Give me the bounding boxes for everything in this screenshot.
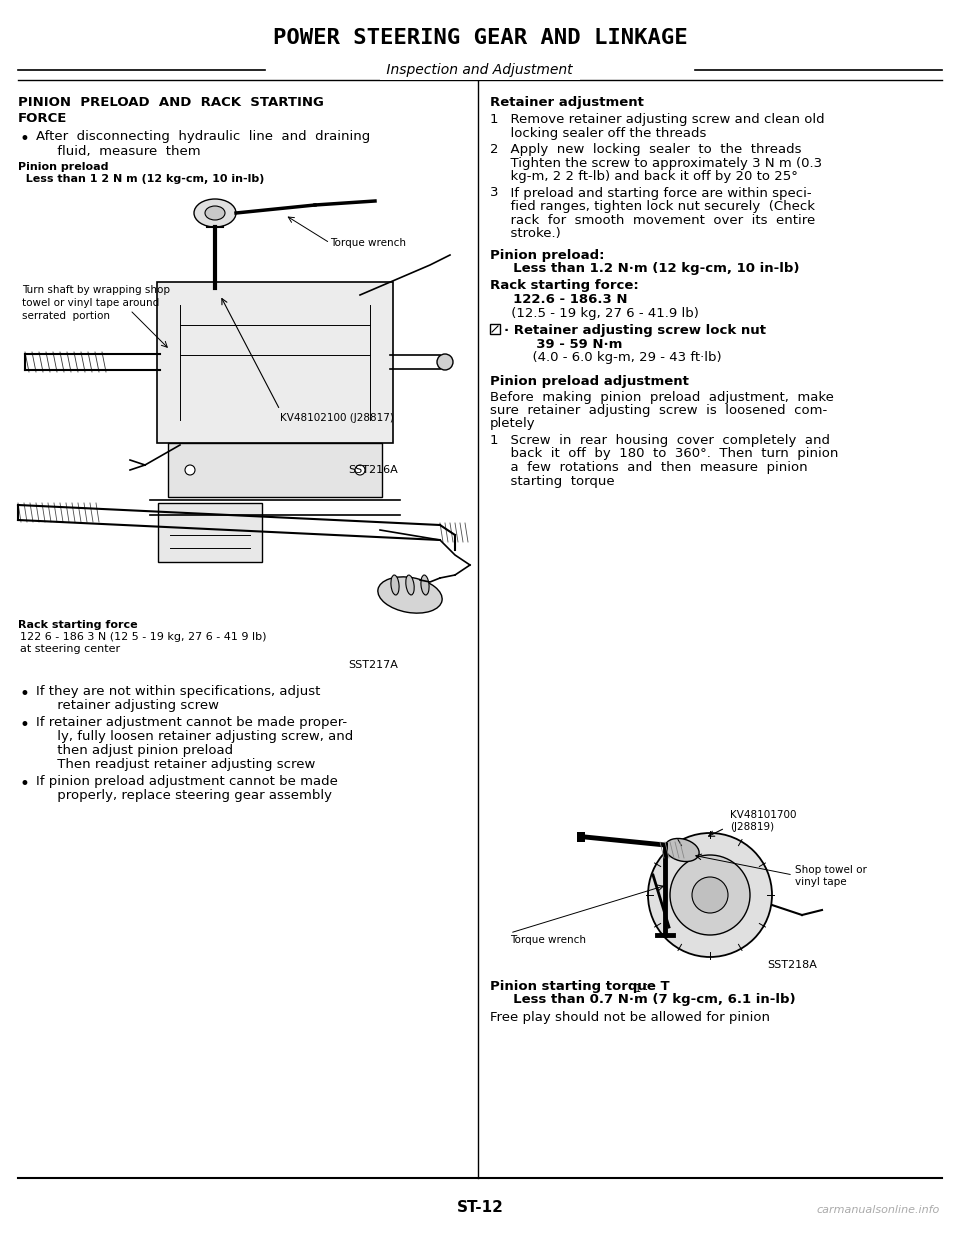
Text: (12.5 - 19 kg, 27 6 - 41.9 lb): (12.5 - 19 kg, 27 6 - 41.9 lb)	[490, 307, 699, 319]
Circle shape	[437, 353, 453, 370]
Text: rack  for  smooth  movement  over  its  entire: rack for smooth movement over its entire	[502, 214, 815, 226]
Text: KV48102100 (J28817): KV48102100 (J28817)	[280, 413, 394, 423]
Text: :: :	[640, 980, 649, 993]
Text: SST216A: SST216A	[348, 465, 398, 475]
Text: 122 6 - 186 3 N (12 5 - 19 kg, 27 6 - 41 9 lb): 122 6 - 186 3 N (12 5 - 19 kg, 27 6 - 41…	[20, 632, 267, 641]
Text: sure  retainer  adjusting  screw  is  loosened  com-: sure retainer adjusting screw is loosene…	[490, 404, 828, 417]
Text: Less than 1.2 N·m (12 kg-cm, 10 in-lb): Less than 1.2 N·m (12 kg-cm, 10 in-lb)	[490, 262, 800, 274]
Circle shape	[692, 878, 728, 913]
Text: back  it  off  by  180  to  360°.  Then  turn  pinion: back it off by 180 to 360°. Then turn pi…	[502, 447, 838, 461]
Text: PINION  PRELOAD  AND  RACK  STARTING: PINION PRELOAD AND RACK STARTING	[18, 96, 324, 109]
Ellipse shape	[378, 577, 443, 613]
Text: 3: 3	[490, 187, 498, 199]
Text: FORCE: FORCE	[18, 112, 67, 125]
Text: Retainer adjustment: Retainer adjustment	[490, 96, 644, 109]
Text: 1: 1	[635, 984, 641, 994]
Text: If pinion preload adjustment cannot be made: If pinion preload adjustment cannot be m…	[36, 775, 338, 789]
Circle shape	[670, 855, 750, 934]
Text: Remove retainer adjusting screw and clean old: Remove retainer adjusting screw and clea…	[502, 112, 825, 126]
Text: pletely: pletely	[490, 418, 536, 430]
Text: Free play should not be allowed for pinion: Free play should not be allowed for pini…	[490, 1011, 770, 1023]
Text: Pinion starting torque T: Pinion starting torque T	[490, 980, 670, 993]
Text: POWER STEERING GEAR AND LINKAGE: POWER STEERING GEAR AND LINKAGE	[273, 28, 687, 48]
Ellipse shape	[406, 575, 414, 595]
Text: locking sealer off the threads: locking sealer off the threads	[502, 126, 707, 140]
Text: Rack starting force: Rack starting force	[18, 620, 137, 630]
Text: starting  torque: starting torque	[502, 475, 614, 487]
Bar	[577, 832, 585, 842]
Ellipse shape	[194, 199, 236, 227]
Bar	[490, 324, 500, 334]
Circle shape	[185, 465, 195, 475]
Text: •: •	[20, 685, 30, 703]
Text: Torque wrench: Torque wrench	[510, 934, 586, 946]
Text: fluid,  measure  them: fluid, measure them	[36, 145, 201, 158]
Text: Then readjust retainer adjusting screw: Then readjust retainer adjusting screw	[36, 758, 316, 771]
Text: SST217A: SST217A	[348, 660, 398, 670]
Text: Turn shaft by wrapping shop
towel or vinyl tape around
serrated  portion: Turn shaft by wrapping shop towel or vin…	[22, 286, 170, 321]
Text: •: •	[20, 775, 30, 794]
Text: Rack starting force:: Rack starting force:	[490, 279, 638, 293]
Text: properly, replace steering gear assembly: properly, replace steering gear assembly	[36, 789, 332, 802]
Text: Apply  new  locking  sealer  to  the  threads: Apply new locking sealer to the threads	[502, 143, 802, 156]
Text: If retainer adjustment cannot be made proper-: If retainer adjustment cannot be made pr…	[36, 716, 348, 729]
Circle shape	[355, 465, 365, 475]
Text: then adjust pinion preload: then adjust pinion preload	[36, 744, 233, 756]
Circle shape	[648, 833, 772, 957]
FancyBboxPatch shape	[168, 442, 382, 497]
Text: Torque wrench: Torque wrench	[330, 239, 406, 248]
Text: After  disconnecting  hydraulic  line  and  draining: After disconnecting hydraulic line and d…	[36, 130, 371, 143]
Ellipse shape	[205, 206, 225, 220]
Ellipse shape	[391, 575, 399, 595]
Text: ST-12: ST-12	[457, 1200, 503, 1215]
Ellipse shape	[420, 575, 429, 595]
Text: at steering center: at steering center	[20, 644, 120, 654]
Text: Tighten the screw to approximately 3 N m (0.3: Tighten the screw to approximately 3 N m…	[502, 157, 822, 169]
Text: Screw  in  rear  housing  cover  completely  and: Screw in rear housing cover completely a…	[502, 434, 830, 447]
Text: a  few  rotations  and  then  measure  pinion: a few rotations and then measure pinion	[502, 461, 807, 473]
Text: •: •	[20, 716, 30, 734]
Text: •: •	[20, 130, 30, 148]
Text: KV48101700
(J28819): KV48101700 (J28819)	[730, 810, 797, 832]
Text: stroke.): stroke.)	[502, 227, 561, 240]
Text: kg-m, 2 2 ft-lb) and back it off by 20 to 25°: kg-m, 2 2 ft-lb) and back it off by 20 t…	[502, 171, 798, 183]
FancyBboxPatch shape	[158, 503, 262, 562]
Text: · Retainer adjusting screw lock nut: · Retainer adjusting screw lock nut	[504, 324, 766, 337]
Text: Inspection and Adjustment: Inspection and Adjustment	[382, 63, 578, 77]
Text: Pinion preload: Pinion preload	[18, 162, 108, 172]
Text: carmanualsonline.info: carmanualsonline.info	[817, 1205, 940, 1215]
FancyBboxPatch shape	[157, 282, 393, 442]
Text: 122.6 - 186.3 N: 122.6 - 186.3 N	[490, 293, 628, 307]
Text: 1: 1	[490, 434, 498, 447]
Text: Shop towel or
vinyl tape: Shop towel or vinyl tape	[795, 865, 867, 887]
Text: Less than 0.7 N·m (7 kg-cm, 6.1 in-lb): Less than 0.7 N·m (7 kg-cm, 6.1 in-lb)	[490, 994, 796, 1006]
Text: fied ranges, tighten lock nut securely  (Check: fied ranges, tighten lock nut securely (…	[502, 200, 815, 213]
Text: Before  making  pinion  preload  adjustment,  make: Before making pinion preload adjustment,…	[490, 391, 834, 403]
Text: 2: 2	[490, 143, 498, 156]
Text: 39 - 59 N·m: 39 - 59 N·m	[490, 337, 622, 351]
Text: Pinion preload adjustment: Pinion preload adjustment	[490, 375, 689, 388]
Text: If they are not within specifications, adjust: If they are not within specifications, a…	[36, 685, 321, 698]
Text: If preload and starting force are within speci-: If preload and starting force are within…	[502, 187, 811, 199]
Ellipse shape	[665, 838, 699, 861]
Text: Pinion preload:: Pinion preload:	[490, 248, 605, 262]
Text: 1: 1	[490, 112, 498, 126]
Text: retainer adjusting screw: retainer adjusting screw	[36, 700, 219, 712]
Text: Less than 1 2 N m (12 kg-cm, 10 in-lb): Less than 1 2 N m (12 kg-cm, 10 in-lb)	[18, 174, 264, 184]
Text: SST218A: SST218A	[767, 960, 817, 970]
Text: ly, fully loosen retainer adjusting screw, and: ly, fully loosen retainer adjusting scre…	[36, 730, 353, 743]
Text: (4.0 - 6.0 kg-m, 29 - 43 ft·lb): (4.0 - 6.0 kg-m, 29 - 43 ft·lb)	[490, 351, 722, 363]
